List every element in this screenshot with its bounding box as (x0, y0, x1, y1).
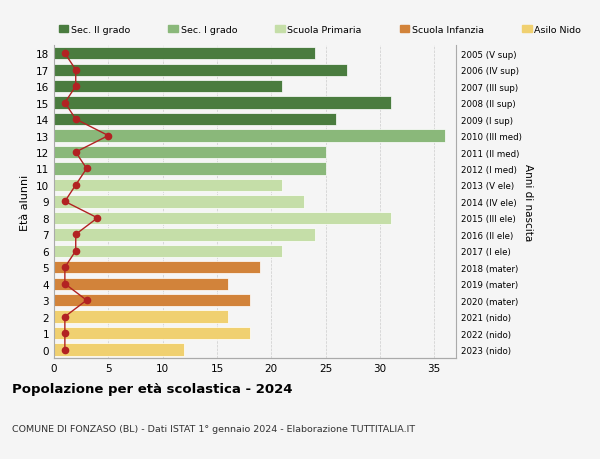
Bar (54, 146, 326, 159)
Bar (54, 97, 391, 110)
Y-axis label: Età alunni: Età alunni (20, 174, 31, 230)
Bar (54, 130, 445, 142)
Bar (54, 229, 315, 241)
Bar (54, 196, 304, 208)
Bar (54, 212, 391, 224)
Bar (54, 262, 260, 274)
Bar (54, 327, 250, 340)
Text: COMUNE DI FONZASO (BL) - Dati ISTAT 1° gennaio 2024 - Elaborazione TUTTITALIA.IT: COMUNE DI FONZASO (BL) - Dati ISTAT 1° g… (12, 425, 415, 433)
Text: Popolazione per età scolastica - 2024: Popolazione per età scolastica - 2024 (12, 382, 293, 396)
Bar (54, 163, 326, 175)
Bar (54, 114, 337, 126)
Bar (54, 245, 282, 257)
Y-axis label: Anni di nascita: Anni di nascita (523, 163, 533, 241)
Bar (54, 311, 228, 323)
Bar (54, 48, 315, 60)
Bar (54, 179, 282, 192)
Bar (54, 278, 228, 290)
Bar (54, 81, 282, 93)
Bar (54, 64, 347, 77)
Legend: Sec. II grado, Sec. I grado, Scuola Primaria, Scuola Infanzia, Asilo Nido, Stran: Sec. II grado, Sec. I grado, Scuola Prim… (59, 26, 600, 35)
Bar (54, 344, 184, 356)
Bar (54, 294, 250, 307)
